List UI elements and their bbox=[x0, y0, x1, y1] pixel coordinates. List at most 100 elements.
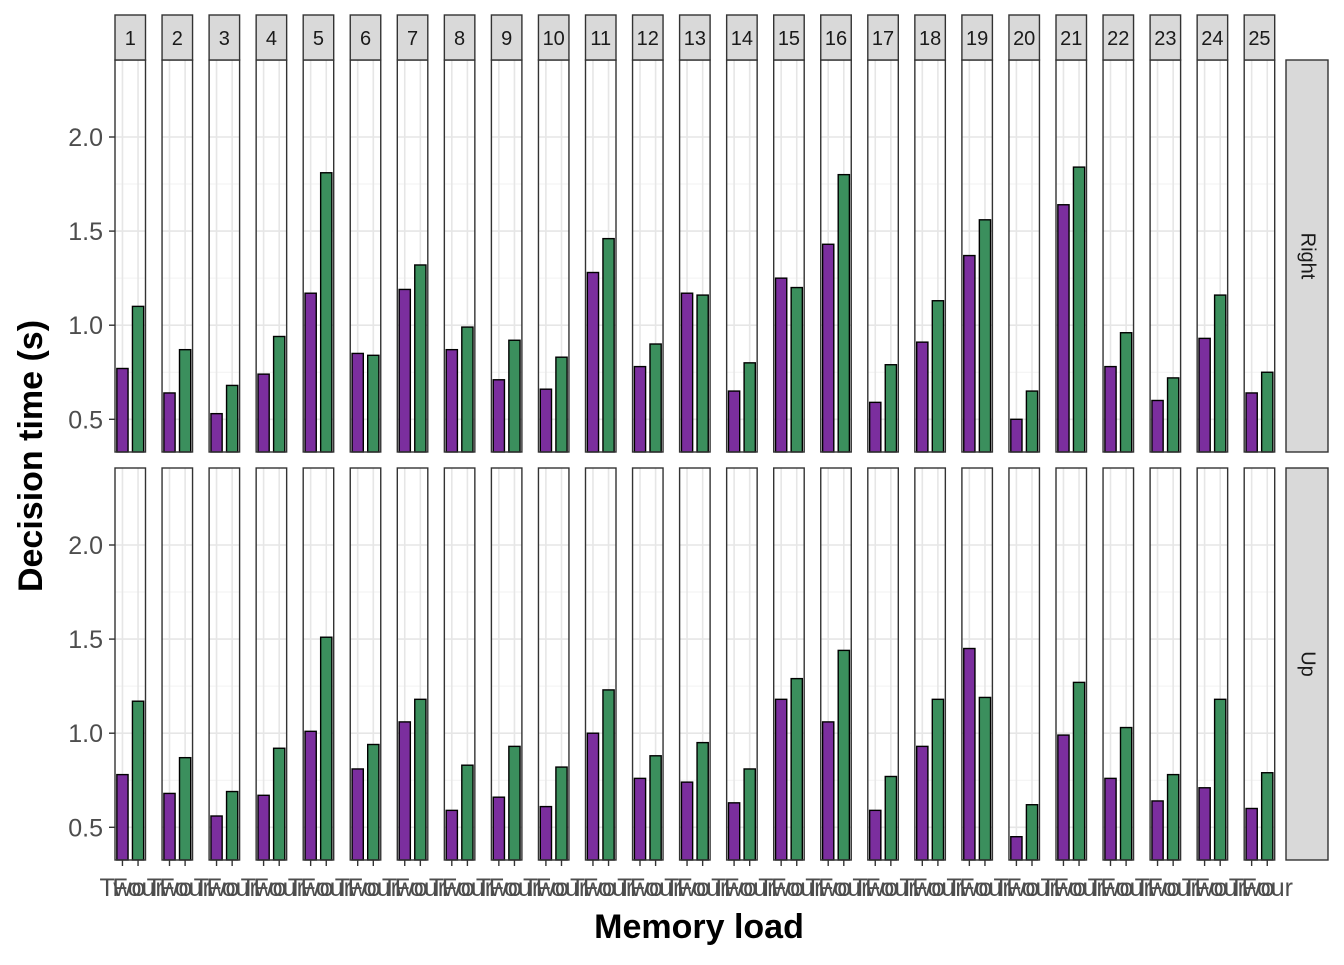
row-strip-label: Up bbox=[1297, 651, 1319, 677]
panel-frame bbox=[208, 467, 241, 861]
strips-layer: 1 2 3 4 5 6 7 8 9 10 11 12 13 14 15 16 17 18 19 20 21 22 23 24 2… bbox=[114, 14, 1329, 861]
x-tick-label: Two bbox=[288, 874, 334, 902]
panel-frame bbox=[773, 467, 805, 861]
bar-four bbox=[225, 384, 239, 453]
y-tick-label: 1.5 bbox=[68, 218, 103, 246]
panel-frame bbox=[678, 467, 711, 861]
panel-strip-label: 23 bbox=[1154, 28, 1176, 50]
x-tick-label: Four bbox=[912, 874, 963, 902]
x-tick-label: Four bbox=[1147, 874, 1198, 902]
panel-frame bbox=[1008, 467, 1041, 861]
x-tick-label: Four bbox=[583, 874, 634, 902]
bar-four bbox=[602, 237, 615, 453]
x-tick-label: Four bbox=[442, 874, 493, 902]
bar-two bbox=[633, 777, 647, 861]
panel-frame bbox=[725, 467, 758, 861]
x-tick-label: Two bbox=[946, 874, 992, 902]
x-tick-label: Two bbox=[758, 874, 804, 902]
panel-strip bbox=[443, 14, 476, 61]
panel-strip bbox=[161, 14, 194, 61]
panel-strip bbox=[961, 14, 994, 61]
y-tick-label: 0.5 bbox=[68, 406, 103, 434]
x-tick-label: Two bbox=[100, 874, 146, 902]
panel-strip bbox=[1055, 14, 1088, 61]
panel-frame bbox=[114, 467, 147, 861]
bars-layer bbox=[116, 166, 1274, 861]
bar-two bbox=[963, 254, 976, 453]
panel-strip-label: 7 bbox=[407, 28, 418, 50]
panel-frame bbox=[1149, 467, 1182, 861]
bar-four bbox=[367, 354, 380, 453]
y-tick-label: 1.0 bbox=[68, 720, 103, 748]
bar-two bbox=[1245, 807, 1258, 861]
bar-two bbox=[1057, 734, 1070, 861]
panel-strip-label: 13 bbox=[684, 28, 706, 50]
panel-frame bbox=[1243, 467, 1276, 861]
bar-four bbox=[649, 343, 662, 453]
x-tick-label: Two bbox=[805, 874, 851, 902]
panel-strip bbox=[349, 14, 382, 61]
panel-frame bbox=[349, 467, 382, 861]
x-tick-label: Four bbox=[724, 874, 775, 902]
y-tick-label: 1.0 bbox=[68, 312, 103, 340]
bar-four bbox=[696, 741, 709, 861]
bar-two bbox=[539, 388, 553, 453]
bar-two bbox=[257, 794, 270, 861]
bar-four bbox=[555, 766, 568, 861]
x-tick-label: Four bbox=[771, 874, 822, 902]
x-tick-label: Four bbox=[348, 874, 399, 902]
bar-four bbox=[884, 775, 898, 861]
x-tick-label: Four bbox=[536, 874, 587, 902]
panel-strip bbox=[1196, 14, 1229, 61]
bar-four bbox=[1260, 371, 1274, 453]
panel-strip-label: 20 bbox=[1013, 28, 1035, 50]
x-tick-label: Two bbox=[711, 874, 757, 902]
bar-two bbox=[163, 392, 176, 453]
panel-strip-label: 4 bbox=[266, 28, 277, 50]
bar-two bbox=[163, 792, 176, 861]
bar-two bbox=[1104, 777, 1117, 861]
frame-layer bbox=[114, 59, 1276, 861]
bar-two bbox=[916, 745, 929, 861]
x-tick-label: Four bbox=[112, 874, 163, 902]
x-tick-label: Four bbox=[489, 874, 540, 902]
panel-strip bbox=[867, 14, 899, 61]
panel-strip bbox=[1243, 14, 1276, 61]
x-tick-label: Four bbox=[865, 874, 916, 902]
bar-four bbox=[837, 649, 851, 861]
x-tick-label: Two bbox=[194, 874, 240, 902]
bar-four bbox=[696, 294, 709, 453]
panel-strip bbox=[584, 14, 617, 61]
bar-four bbox=[1213, 294, 1227, 453]
bar-two bbox=[774, 277, 788, 453]
y-tick-label: 0.5 bbox=[68, 814, 103, 842]
x-tick-label: Four bbox=[159, 874, 210, 902]
bar-four bbox=[1072, 166, 1086, 453]
x-tick-label: Two bbox=[429, 874, 475, 902]
panel-strip bbox=[1102, 14, 1135, 61]
bar-two bbox=[1057, 204, 1070, 453]
bar-two bbox=[539, 805, 553, 861]
x-tick-label: Four bbox=[1100, 874, 1151, 902]
panel-strip bbox=[1008, 14, 1041, 61]
bar-four bbox=[272, 335, 286, 453]
bar-two bbox=[633, 365, 647, 453]
x-tick-label: Two bbox=[664, 874, 710, 902]
panel-frame bbox=[867, 467, 899, 861]
bar-two bbox=[1010, 418, 1023, 453]
y-tick-label: 1.5 bbox=[68, 626, 103, 654]
panel-strip-label: 1 bbox=[125, 28, 136, 50]
panel-strip-label: 19 bbox=[966, 28, 988, 50]
panel-frame bbox=[1055, 467, 1088, 861]
row-strip bbox=[1285, 59, 1329, 453]
y-tick-label: 2.0 bbox=[68, 124, 103, 152]
panel-strip bbox=[537, 14, 570, 61]
bar-four bbox=[508, 339, 521, 453]
bar-two bbox=[116, 773, 129, 861]
panel-strip-label: 11 bbox=[590, 28, 611, 50]
row-strip bbox=[1285, 467, 1329, 861]
bar-two bbox=[774, 698, 788, 861]
bar-four bbox=[1119, 726, 1133, 861]
